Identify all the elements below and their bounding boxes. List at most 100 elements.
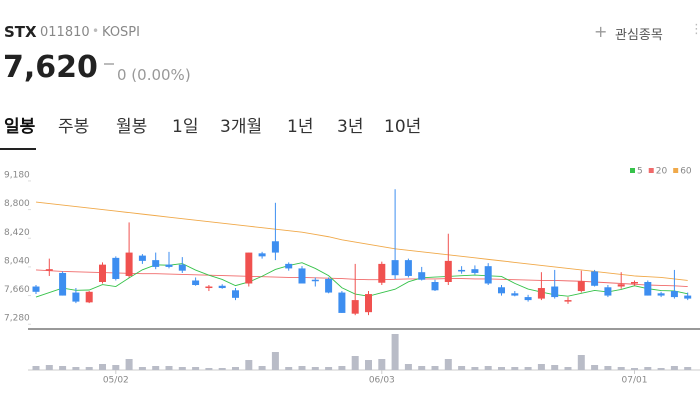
candle-body [99,264,106,282]
volume-bar [684,367,692,370]
candle-body [591,271,599,286]
candle-body [258,253,266,257]
candle-body [537,288,545,299]
volume-bar [99,364,106,370]
candle-body [551,286,559,298]
candle-body [577,281,585,292]
volume-bar [165,366,173,370]
candle-body [125,252,133,276]
candle-body [59,272,67,296]
volume-bar [498,367,505,370]
candle-body [205,286,213,289]
candle-body [178,264,186,271]
volume-bar [178,367,186,370]
legend-swatch [648,168,654,173]
y-tick-label: 9,180 [4,170,30,180]
plus-icon[interactable]: + [594,22,608,41]
period-tab[interactable]: 주봉 [58,117,90,137]
volume-bar [311,367,319,370]
volume-bar [551,365,559,370]
volume-bar [418,366,426,370]
y-tick-label: 8,040 [4,256,30,266]
period-tab[interactable]: 월봉 [116,117,148,137]
dot: • [92,24,100,38]
candle-body [311,279,319,282]
volume-bar [232,367,239,370]
volume-bar [537,364,545,370]
candle-body [670,291,678,298]
candle-body [498,287,505,294]
volume-bar [285,367,293,370]
volume-bar [670,366,678,370]
watch-button[interactable]: 관심종목 [615,28,663,43]
volume-bar [431,366,439,370]
volume-bar [524,367,532,370]
volume-bar [604,366,612,370]
candle-body [32,286,40,292]
period-tab[interactable]: 1년 [287,117,314,137]
candle-body [378,263,386,283]
period-tab[interactable]: 10년 [384,117,422,137]
x-tick-label: 07/01 [622,376,648,386]
candle-body [112,257,120,279]
candle-body [325,278,333,293]
legend-label: 20 [656,167,668,177]
volume-bar [298,366,306,370]
y-tick-label: 7,660 [4,285,30,295]
tab-underline [0,148,36,150]
change: 0 (0.00%) [117,66,191,84]
candle-body [564,300,572,302]
candle-body [684,295,692,299]
volume-bar [617,367,625,370]
period-tab[interactable]: 1일 [172,117,199,137]
candle-body [165,264,173,267]
volume-bar [391,334,399,370]
volume-bar [192,367,200,370]
candle-body [271,241,279,253]
candle-body [484,266,492,284]
ma-line [35,201,688,281]
flat-icon [104,63,114,65]
candle-body [365,294,372,313]
legend-label: 60 [680,167,692,177]
candle-body [192,280,200,286]
stock-name: STX [4,23,37,41]
volume-bar [564,367,572,370]
candle-body [152,260,160,267]
candle-body [72,292,80,302]
x-tick-label: 06/03 [369,376,395,386]
volume-bar [591,365,599,370]
volume-bar [125,359,133,370]
legend-swatch [673,168,679,173]
volume-bar [511,367,519,370]
candle-body [657,293,665,296]
volume-bar [657,368,665,370]
period-tab[interactable]: 일봉 [4,117,36,137]
volume-bar [471,367,479,370]
volume-bar [152,366,160,370]
candle-body [298,268,306,284]
candle-body [604,287,612,296]
period-tab[interactable]: 3개월 [220,117,263,137]
volume-bar [631,368,638,370]
volume-bar [365,360,372,370]
x-tick-label: 05/02 [103,376,129,386]
period-tab[interactable]: 3년 [337,117,364,137]
candle-body [391,260,399,276]
candle-body [644,281,652,296]
volume-bar [72,367,80,370]
candle-body [45,269,53,271]
stock-code: 011810 [40,25,90,40]
candle-body [458,269,466,272]
volume-bar [577,355,585,370]
candle-body [617,284,625,287]
volume-bar [258,366,266,370]
ma-line [35,262,688,298]
volume-bar [138,367,146,370]
candle-body [418,272,426,280]
volume-bar [404,364,412,370]
menu-icon[interactable]: ⋮ [690,22,700,37]
candle-body [511,293,519,296]
legend-swatch [630,168,635,173]
